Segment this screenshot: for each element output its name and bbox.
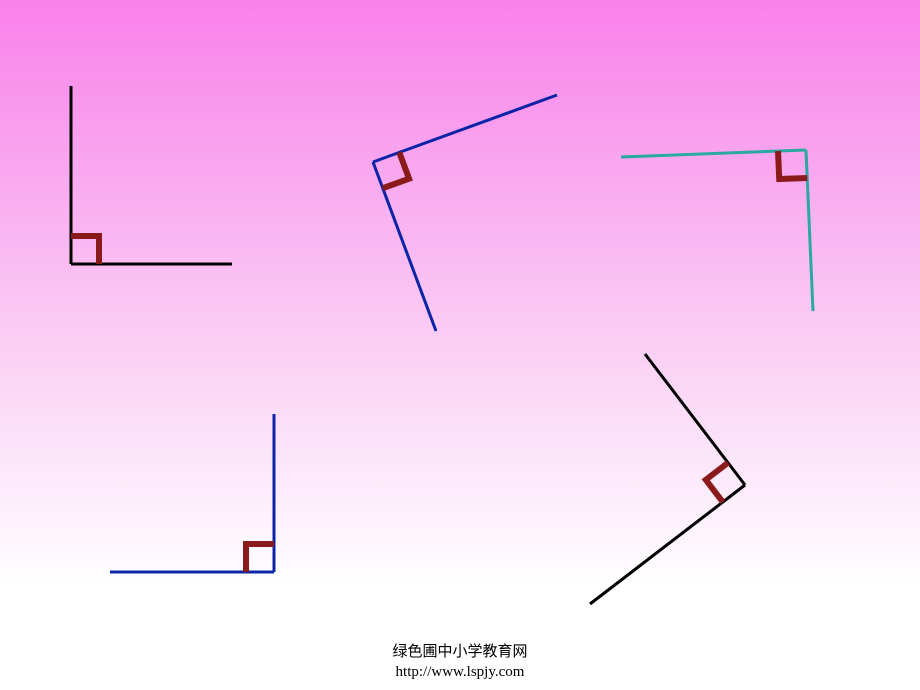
angle-top-middle: [373, 95, 557, 331]
right-angle-marker: [246, 544, 274, 572]
right-angle-marker: [71, 236, 99, 264]
angle-bottom-left: [110, 414, 274, 572]
angle-bottom-right: [590, 354, 745, 604]
angle-top-right: [621, 150, 813, 311]
footer-text: 绿色圃中小学教育网 http://www.lspjy.com: [0, 642, 920, 683]
footer-line-1: 绿色圃中小学教育网: [0, 642, 920, 662]
diagram-canvas: 绿色圃中小学教育网 http://www.lspjy.com: [0, 0, 920, 690]
right-angle-marker: [778, 151, 807, 179]
angles-svg: [0, 0, 920, 690]
footer-line-2: http://www.lspjy.com: [0, 662, 920, 682]
right-angle-marker: [706, 463, 728, 502]
angle-top-left: [71, 86, 232, 264]
